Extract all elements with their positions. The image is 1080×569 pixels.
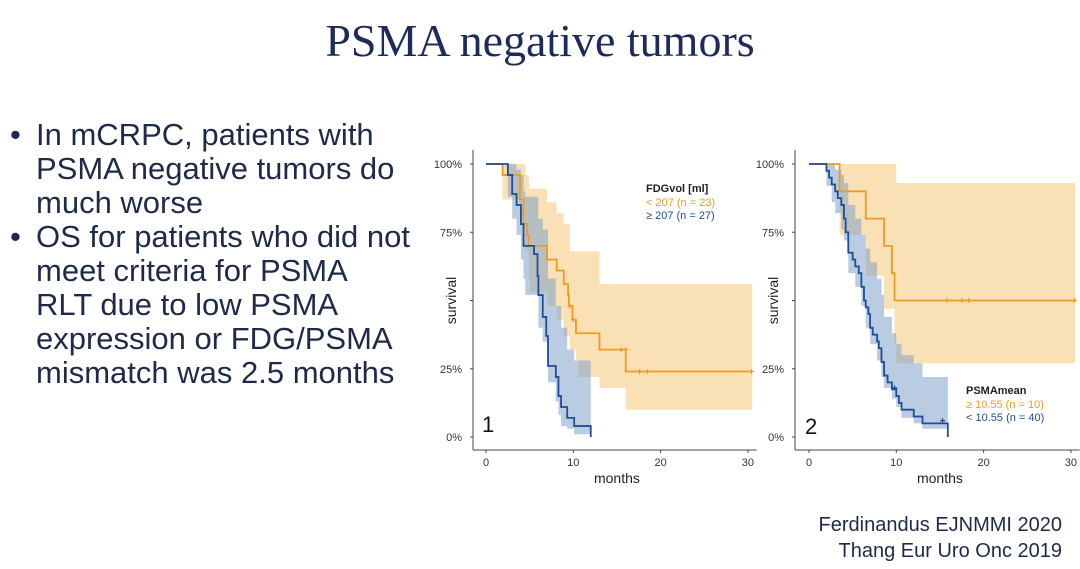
bullet-icon: • <box>10 219 21 254</box>
censor-mark <box>623 347 629 353</box>
bullet-item: • OS for patients who did not meet criter… <box>10 220 410 390</box>
citation: Thang Eur Uro Onc 2019 <box>838 540 1062 562</box>
survival-curve-orange <box>809 163 1076 302</box>
x-axis-label: months <box>917 470 963 486</box>
survival-curve-orange <box>486 163 753 373</box>
censor-mark <box>966 298 972 303</box>
y-tick-label: 75% <box>440 227 462 239</box>
km-chart-1: 100% 75% 25% 0% 0 10 20 30 months survival < 207 (… <box>434 150 757 486</box>
legend-entry: < 207 (n = 23) <box>646 197 715 209</box>
panel-label: 1 <box>482 412 494 437</box>
censor-mark <box>645 368 651 374</box>
y-tick-label: 100% <box>434 159 462 171</box>
confidence-band <box>502 164 753 410</box>
x-tick-label: 30 <box>1065 457 1077 469</box>
censor-mark <box>637 368 643 374</box>
y-tick-label: 100% <box>756 159 784 171</box>
censor-mark <box>940 418 946 424</box>
citations: Ferdinandus EJNMMI 2020 Thang Eur Uro On… <box>819 512 1062 564</box>
confidence-band <box>839 164 1076 364</box>
y-tick-label: 25% <box>762 364 784 376</box>
bullet-icon: • <box>10 117 21 152</box>
x-tick-label: 0 <box>483 457 489 469</box>
x-tick-label: 10 <box>890 457 902 469</box>
legend-entry: ≥ 207 (n = 27) <box>646 210 715 222</box>
x-axis-label: months <box>594 470 640 486</box>
bullet-text: OS for patients who did not meet criteri… <box>36 219 410 390</box>
x-tick-label: 20 <box>654 457 666 469</box>
censor-mark <box>748 368 754 374</box>
survival-curve-blue <box>809 163 949 437</box>
y-tick-label: 25% <box>440 364 462 376</box>
censor-mark <box>1071 298 1077 303</box>
x-tick-label: 10 <box>567 457 579 469</box>
slide-title: PSMA negative tumors <box>325 15 755 66</box>
censor-mark <box>618 347 624 353</box>
x-tick-label: 30 <box>742 457 754 469</box>
y-tick-label: 75% <box>762 227 784 239</box>
censor-mark <box>959 298 965 303</box>
bullet-text: In mCRPC, patients with PSMA negative tu… <box>36 117 395 220</box>
legend-entry: ≥ 10.55 (n = 10) <box>966 399 1044 411</box>
bullet-item: • In mCRPC, patients with PSMA negative t… <box>10 118 410 220</box>
km-chart-2: 100% 75% 25% 0% 0 10 20 30 months survival ≥ 10.55… <box>756 150 1080 486</box>
citation: Ferdinandus EJNMMI 2020 <box>818 514 1062 536</box>
x-tick-label: 0 <box>806 457 812 469</box>
censor-mark <box>892 385 898 391</box>
y-axis-label: survival <box>765 277 781 324</box>
x-tick-label: 20 <box>977 457 989 469</box>
confidence-band <box>507 164 591 437</box>
legend-title: FDGvol [ml] <box>646 183 709 195</box>
censor-mark <box>570 317 576 323</box>
y-tick-label: 0% <box>768 432 784 444</box>
legend-title: PSMAmean <box>966 385 1027 397</box>
censor-mark <box>567 303 573 309</box>
censor-mark <box>944 298 950 303</box>
y-axis-label: survival <box>443 277 459 324</box>
y-tick-label: 0% <box>446 432 462 444</box>
confidence-band <box>826 164 948 429</box>
bullet-list: • In mCRPC, patients with PSMA negative t… <box>10 118 410 390</box>
survival-curve-blue <box>486 163 592 437</box>
panel-label: 2 <box>805 414 817 439</box>
legend-entry: < 10.55 (n = 40) <box>966 412 1044 424</box>
